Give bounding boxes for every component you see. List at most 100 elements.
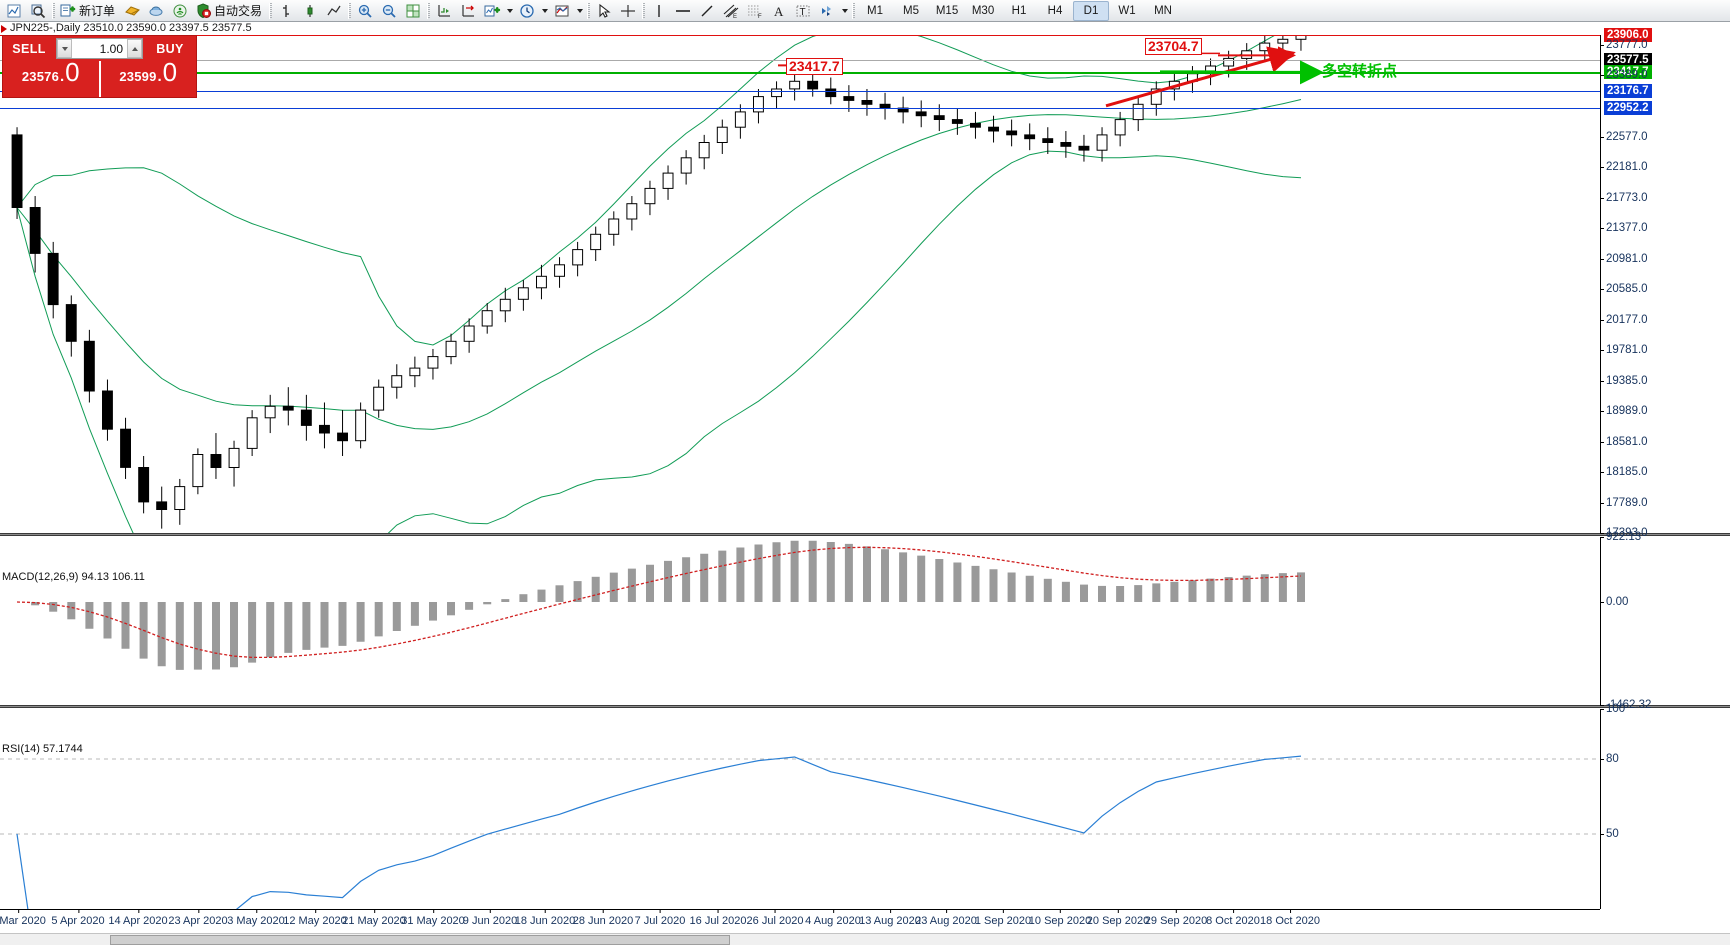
auto-trading-label: 自动交易 [214,4,263,18]
periods-dropdown-caret[interactable] [539,2,550,20]
macd-scale-axis [1600,537,1601,705]
trendline-icon[interactable] [695,1,719,21]
scrollbar-thumb[interactable] [110,935,730,945]
periods-clock-icon[interactable] [515,1,539,21]
timeframe-mn[interactable]: MN [1154,4,1172,17]
date-tick-label: 10 Sep 2020 [1028,909,1092,927]
text-label-icon[interactable]: T [791,1,815,21]
templates-icon[interactable] [550,1,574,21]
timeframe-m5[interactable]: M5 [903,4,920,17]
crosshair-icon[interactable] [616,1,640,21]
new-order-button[interactable]: 新订单 [57,1,120,21]
ask-level-line [0,35,1600,36]
zoom-out-icon[interactable] [377,1,401,21]
vertical-line-icon[interactable] [647,1,671,21]
macd-chart-pane[interactable] [0,537,1600,705]
equidistant-channel-icon[interactable]: E [719,1,743,21]
toolbar-separator [585,2,592,20]
shapes-dropdown-caret[interactable] [839,2,850,20]
timeframe-m1[interactable]: M1 [867,4,884,17]
macd-indicator-label: MACD(12,26,9) 94.13 106.11 [2,571,145,583]
sell-price-main: 23576 [21,69,59,84]
chart-grid-icon[interactable] [401,1,425,21]
date-tick-label: 13 Aug 2020 [859,909,921,927]
sell-price[interactable]: 23576 . 0 [3,59,101,97]
buy-price-separator: . [157,68,162,85]
chart-shift-icon[interactable] [456,1,480,21]
sell-price-separator: . [60,68,65,85]
toolbar-separator [346,2,353,20]
price-tick-label: 22181.0 [1600,160,1648,173]
timeframe-m15[interactable]: M15 [935,4,959,17]
price-tick-label: 20177.0 [1600,314,1648,327]
date-axis-rule [0,909,1600,910]
buy-button[interactable]: BUY [156,41,184,56]
bar-chart-icon[interactable] [274,1,298,21]
indicators-dropdown-caret[interactable] [504,2,515,20]
price-tick-label: 18581.0 [1600,436,1648,449]
data-center-icon[interactable] [144,1,168,21]
price-chart-pane[interactable] [0,35,1600,533]
fibonacci-retracement-icon[interactable]: F [743,1,767,21]
price-chart-canvas [11,35,1307,533]
text-icon[interactable]: A [767,1,791,21]
toolbar-separator [640,2,647,20]
timeframe-h1[interactable]: H1 [1011,4,1027,17]
date-tick-label: 16 Jul 2020 [689,909,747,927]
timeframe-d1[interactable]: D1 [1073,0,1110,21]
price-tick-label: 19781.0 [1600,344,1648,357]
buy-price-main: 23599 [119,69,157,84]
price-tick-label: 20981.0 [1600,252,1648,265]
price-scale[interactable]: 23906.0 23777.0 23577.5 23417.7 23389.0 23176… [1600,28,1730,539]
sell-button[interactable]: SELL [12,41,46,56]
auto-trading-button[interactable]: 自动交易 [192,1,267,21]
line-chart-icon[interactable] [322,1,346,21]
macd-scale: 922.13 0.00 -1462.32 [1599,531,1730,711]
date-tick-label: 12 May 2020 [283,909,347,927]
toolbar-separator [850,2,857,20]
rsi-pane-divider[interactable] [0,705,1730,708]
rsi-chart-pane[interactable] [0,709,1600,909]
volume-input[interactable]: 1.00 [72,39,127,58]
indicators-icon[interactable] [480,1,504,21]
volume-stepper[interactable]: 1.00 [56,38,143,59]
cursor-icon[interactable] [592,1,616,21]
date-tick-label: 9 Jun 2020 [462,909,518,927]
main-toolbar: 新订单 自动交易 [0,0,1730,22]
signals-icon[interactable] [168,1,192,21]
shapes-icon[interactable] [815,1,839,21]
volume-increase-button[interactable] [127,39,142,58]
horizontal-line-icon[interactable] [671,1,695,21]
date-tick-label: 21 May 2020 [342,909,406,927]
toolbar-separator [425,2,432,20]
templates-dropdown-caret[interactable] [574,2,585,20]
date-tick-label: 3 May 2020 [227,909,285,927]
timeframe-w1[interactable]: W1 [1118,4,1136,17]
date-tick-label: 23 Aug 2020 [915,909,977,927]
rsi-chart-canvas [0,755,1600,909]
expert-advisor-icon[interactable] [120,1,144,21]
macd-tick-label: 0.00 [1599,595,1629,608]
zoom-in-icon[interactable] [353,1,377,21]
volume-decrease-button[interactable] [57,39,72,58]
price-tick-label: 19385.0 [1600,374,1648,387]
buy-price[interactable]: 23599 . 0 [101,59,197,97]
rsi-tick-label: 100 [1599,703,1626,715]
toolbar-separator [50,2,57,20]
resistance-price-box: 23704.7 [1145,38,1202,56]
zoom-inspect-icon[interactable] [26,1,50,21]
symbol-expand-icon[interactable] [1,25,7,33]
macd-chart-canvas [16,540,1305,670]
last-price-tag: 23577.5 [1604,53,1652,68]
macd-pane-divider[interactable] [0,533,1730,536]
date-tick-label: 4 Aug 2020 [805,909,861,927]
candlestick-chart-icon[interactable] [298,1,322,21]
auto-scroll-icon[interactable] [432,1,456,21]
timeframe-m30[interactable]: M30 [971,4,995,17]
horizontal-scrollbar[interactable] [0,933,1730,945]
rsi-scale-axis [1600,709,1601,909]
chart-window-icon[interactable] [2,1,26,21]
date-tick-label: 1 Sep 2020 [974,909,1032,927]
timeframe-h4[interactable]: H4 [1047,4,1063,17]
